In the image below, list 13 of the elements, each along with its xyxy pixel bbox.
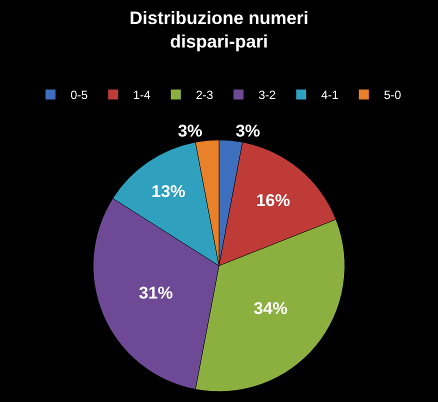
legend-label: 2-3: [196, 88, 214, 102]
data-label: 16%: [256, 190, 290, 210]
legend-label: 1-4: [133, 88, 151, 102]
chart-title: Distribuzione numeri dispari-pari: [129, 8, 309, 52]
data-label: 3%: [236, 122, 260, 141]
data-label: 31%: [138, 284, 173, 303]
legend-label: 3-2: [258, 88, 276, 102]
data-label: 13%: [151, 182, 186, 201]
data-label: 34%: [254, 298, 288, 318]
legend-label: 5-0: [384, 88, 402, 102]
legend-label: 4-1: [321, 88, 339, 102]
data-label: 3%: [178, 122, 202, 141]
legend-label: 0-5: [70, 88, 88, 102]
